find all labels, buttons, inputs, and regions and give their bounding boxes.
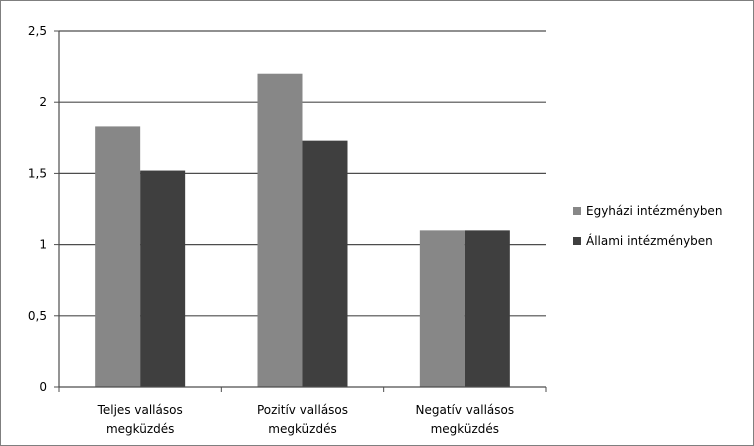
bars	[95, 73, 510, 388]
y-tick-label: 2,5	[28, 24, 47, 38]
bar-allami-0	[140, 170, 186, 387]
y-tick-labels: 0 0,5 1 1,5 2 2,5	[28, 24, 47, 394]
bar-egyhazi-2	[419, 230, 465, 387]
x-category-label: megküzdés	[106, 422, 174, 436]
bar-egyhazi-0	[95, 126, 141, 388]
x-category-label: Teljes vallásos	[97, 403, 183, 417]
x-category-label: megküzdés	[268, 422, 336, 436]
x-category-labels: Teljes vallásos megküzdés Pozitív vallásos…	[97, 403, 515, 436]
x-category-label: megküzdés	[431, 422, 499, 436]
legend-swatch	[573, 237, 581, 245]
x-category-label: Negatív vallásos	[416, 403, 515, 417]
legend-swatch	[573, 207, 581, 215]
bar-allami-2	[464, 230, 510, 387]
y-tick-label: 1,5	[28, 166, 47, 180]
legend: Egyházi intézményben Állami intézményben	[573, 204, 722, 248]
legend-label: Egyházi intézményben	[586, 204, 722, 218]
y-tick-label: 0,5	[28, 309, 47, 323]
axes	[54, 30, 547, 392]
y-tick-label: 2	[39, 95, 47, 109]
legend-label: Állami intézményben	[586, 233, 713, 248]
y-tick-label: 1	[39, 238, 47, 252]
bar-egyhazi-1	[257, 73, 303, 387]
bar-allami-1	[302, 140, 348, 387]
x-category-label: Pozitív vallásos	[257, 403, 348, 417]
y-tick-label: 0	[39, 380, 47, 394]
